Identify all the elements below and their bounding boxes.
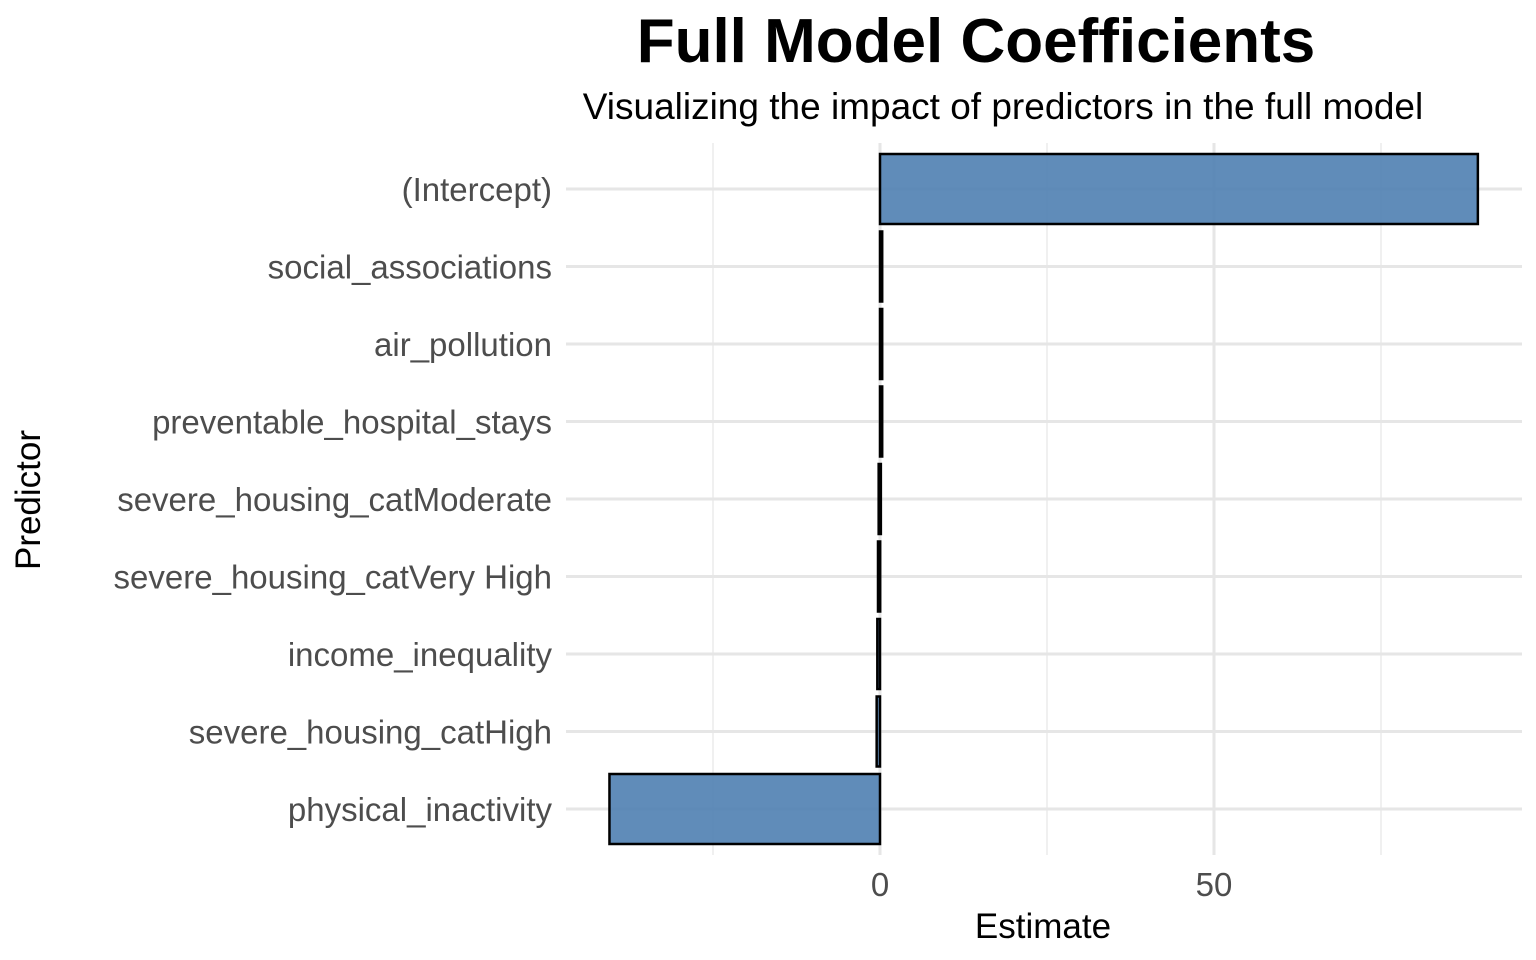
y-tick-labels: (Intercept) social_associations air_pollut…: [114, 171, 553, 828]
y-tick-label-5: severe_housing_catVery High: [114, 559, 552, 596]
chart-title: Full Model Coefficients: [637, 7, 1316, 76]
y-tick-label-4: severe_housing_catModerate: [117, 481, 552, 518]
x-tick-labels: 0 50: [871, 866, 1233, 903]
bar-0: [878, 152, 1480, 226]
chart-subtitle: Visualizing the impact of predictors in …: [583, 86, 1423, 127]
bar-5: [876, 540, 882, 613]
bars: [608, 152, 1480, 846]
y-axis-label: Predictor: [9, 430, 48, 570]
y-tick-label-8: physical_inactivity: [288, 791, 553, 828]
y-tick-label-0: (Intercept): [402, 171, 552, 208]
y-tick-label-3: preventable_hospital_stays: [152, 404, 552, 441]
y-tick-label-1: social_associations: [268, 249, 552, 286]
y-tick-label-7: severe_housing_catHigh: [189, 714, 552, 751]
y-tick-label-6: income_inequality: [288, 636, 553, 673]
y-tick-label-2: air_pollution: [374, 326, 552, 363]
bar-3: [878, 385, 884, 458]
bar-1: [878, 230, 884, 303]
bar-8: [608, 772, 882, 846]
grid-lines: [566, 143, 1522, 855]
x-tick-label-0: 0: [871, 866, 889, 903]
x-axis-label: Estimate: [975, 907, 1111, 946]
bar-7: [875, 695, 882, 768]
bar-6: [876, 617, 882, 691]
x-tick-label-1: 50: [1196, 866, 1233, 903]
bar-2: [878, 307, 884, 381]
bar-4: [877, 462, 883, 536]
